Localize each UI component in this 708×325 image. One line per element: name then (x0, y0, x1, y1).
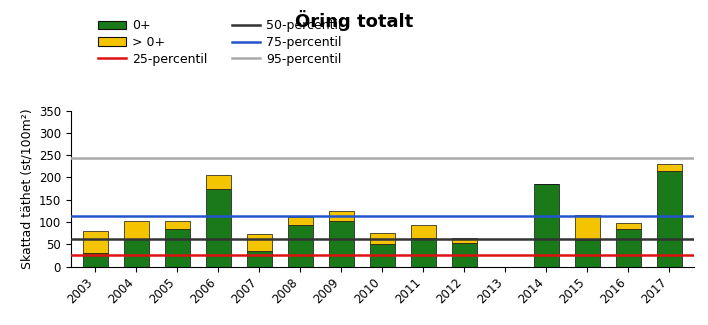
Bar (247, 251, 272, 266)
Bar (657, 164, 682, 171)
Bar (288, 225, 313, 266)
Legend: 0+, > 0+, 25-percentil, 50-percentil, 75-percentil, 95-percentil: 0+, > 0+, 25-percentil, 50-percentil, 75… (98, 19, 342, 66)
Bar (370, 244, 394, 266)
Bar (411, 238, 435, 266)
Bar (165, 228, 190, 266)
Bar (575, 240, 600, 266)
Bar (206, 188, 231, 266)
Bar (534, 184, 559, 266)
Bar (329, 211, 353, 221)
Bar (616, 228, 641, 266)
Bar (575, 215, 600, 240)
Bar (452, 238, 476, 243)
Bar (124, 239, 149, 266)
Bar (329, 221, 353, 266)
Y-axis label: Skattad täthet (st/100m²): Skattad täthet (st/100m²) (21, 108, 33, 269)
Bar (83, 253, 108, 266)
Bar (206, 175, 231, 188)
Bar (165, 221, 190, 228)
Text: Öring totalt: Öring totalt (295, 10, 413, 31)
Bar (288, 217, 313, 225)
Bar (657, 171, 682, 266)
Bar (411, 225, 435, 238)
Bar (247, 234, 272, 251)
Bar (83, 231, 108, 253)
Bar (452, 243, 476, 266)
Bar (616, 223, 641, 228)
Bar (370, 233, 394, 244)
Bar (124, 221, 149, 239)
